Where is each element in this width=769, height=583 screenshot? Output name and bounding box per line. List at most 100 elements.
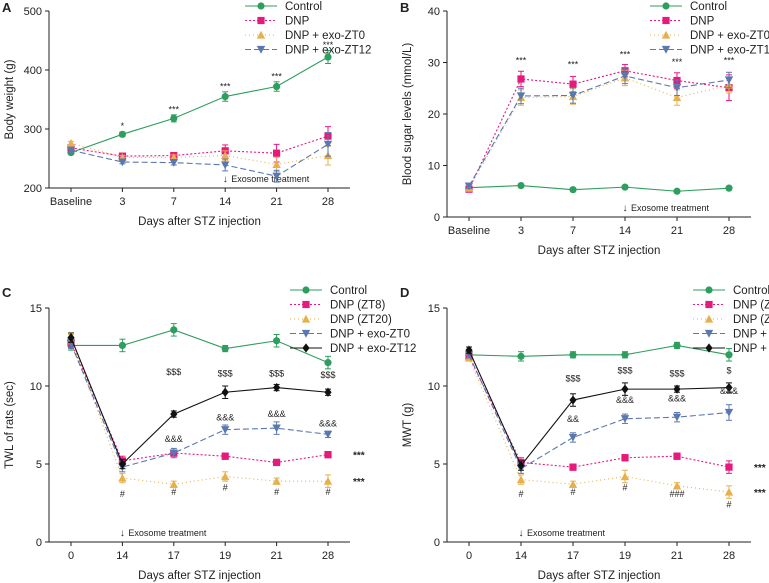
data-point <box>517 75 525 83</box>
data-point <box>516 475 526 484</box>
y-tick-label: 10 <box>30 381 42 393</box>
significance-annotation: $$$ <box>617 366 632 376</box>
y-tick-label: 200 <box>24 183 42 195</box>
data-point <box>169 449 178 458</box>
x-axis-label: Days after STZ injection <box>538 245 661 257</box>
data-point <box>169 480 178 488</box>
y-tick-label: 5 <box>434 459 440 471</box>
significance-annotation: $$$ <box>669 369 684 379</box>
y-tick-label: 0 <box>36 537 42 549</box>
y-tick-label: 0 <box>434 537 440 549</box>
series-control <box>67 323 332 370</box>
significance-annotation: *** <box>516 56 527 66</box>
series-dnp-exo-zt12 <box>464 67 734 191</box>
x-tick-label: 21 <box>270 196 282 208</box>
x-tick-label: 19 <box>619 550 631 562</box>
legend-marker <box>662 16 670 25</box>
x-tick-label: 28 <box>723 550 735 562</box>
data-point <box>724 408 734 417</box>
x-tick-label: 3 <box>119 196 125 208</box>
series-dnp-zt8- <box>465 352 733 474</box>
series-line <box>468 185 730 192</box>
data-point <box>323 430 333 439</box>
data-point <box>273 382 281 393</box>
significance-annotation: *** <box>220 81 231 91</box>
legend-marker <box>661 45 671 54</box>
panel-label: B <box>400 0 409 15</box>
significance-annotation: * <box>121 121 125 131</box>
y-tick-label: 15 <box>428 303 440 315</box>
legend-entry: DNP (ZT8) <box>733 300 769 312</box>
data-point <box>464 182 474 191</box>
series-dnp-exo-zt12 <box>67 332 332 470</box>
data-point <box>221 92 229 101</box>
x-tick-label: 19 <box>219 550 231 562</box>
data-point <box>324 451 332 459</box>
x-tick-label: Baseline <box>448 225 490 237</box>
significance-annotation: *** <box>169 104 180 114</box>
legend-entry: Control <box>285 1 322 13</box>
y-axis-label: TWL of rats (sec) <box>4 381 16 469</box>
data-point <box>620 415 630 423</box>
significance-annotation: ### <box>669 489 684 499</box>
significance-annotation: *** <box>620 49 631 59</box>
significance-annotation: &&& <box>319 419 337 429</box>
data-point <box>568 480 578 488</box>
data-point <box>568 433 578 442</box>
series-dnp-exo-zt0 <box>464 351 734 474</box>
data-point <box>672 84 682 92</box>
data-point <box>221 452 229 460</box>
panel-a: A 200 300 400 500 Baseline 3 7 14 21 28 Days after … <box>2 0 371 228</box>
significance-annotation: $$$ <box>166 367 181 377</box>
data-point <box>272 476 281 485</box>
x-tick-label: 14 <box>619 225 631 237</box>
x-tick-label: 7 <box>171 196 177 208</box>
exosome-arrow: ↓ <box>623 203 628 214</box>
legend: Control DNP DNP + exo-ZT0 DNP + exo-ZT12 <box>650 1 769 57</box>
series-line <box>468 344 730 357</box>
panel-label: A <box>2 0 12 15</box>
series-dnp-zt20- <box>464 353 734 499</box>
series-line <box>70 135 329 157</box>
y-tick-label: 10 <box>428 381 440 393</box>
data-point <box>672 413 682 422</box>
significance-annotation: # <box>570 487 575 497</box>
significance-annotation: # <box>171 487 176 497</box>
y-tick-label: 10 <box>428 161 440 173</box>
data-point <box>169 159 178 167</box>
legend: Control DNP DNP + exo-ZT0 DNP + exo-ZT12 <box>245 1 371 57</box>
significance-annotation: $$$ <box>565 373 580 383</box>
legend-marker <box>302 286 310 294</box>
legend-marker <box>662 2 670 10</box>
data-point <box>272 424 281 433</box>
data-point <box>118 158 127 167</box>
data-point <box>118 130 126 138</box>
legend-marker <box>302 343 310 353</box>
y-tick-label: 30 <box>428 58 440 70</box>
data-point <box>569 80 577 88</box>
significance-annotation: &&& <box>720 386 738 396</box>
significance-label: *** <box>353 451 365 462</box>
data-point <box>517 460 525 471</box>
data-point <box>272 172 281 181</box>
data-point <box>725 382 733 393</box>
panel-b: B 0 10 20 30 40 Baseline 3 7 14 21 28 Days after STZ… <box>400 0 769 257</box>
legend-entry: DNP + exo-ZT0 <box>733 329 769 341</box>
x-tick-label: 0 <box>68 550 74 562</box>
legend-marker <box>661 30 671 39</box>
panel-label: D <box>400 285 409 300</box>
data-point <box>724 487 734 496</box>
data-point <box>725 463 733 471</box>
legend-entry: DNP + exo-ZT0 <box>330 329 410 341</box>
significance-annotation: *** <box>724 56 735 66</box>
legend: Control DNP (ZT8) DNP (ZT20) DNP + exo-ZT0 D… <box>693 285 769 355</box>
y-tick-label: 40 <box>428 6 440 18</box>
data-point <box>273 337 281 345</box>
x-tick-label: 0 <box>466 550 472 562</box>
x-axis-label: Days after STZ injection <box>138 570 261 582</box>
legend-marker <box>302 300 310 309</box>
data-point <box>516 92 526 101</box>
data-point <box>672 481 682 490</box>
significance-annotation: $$$ <box>269 369 284 379</box>
